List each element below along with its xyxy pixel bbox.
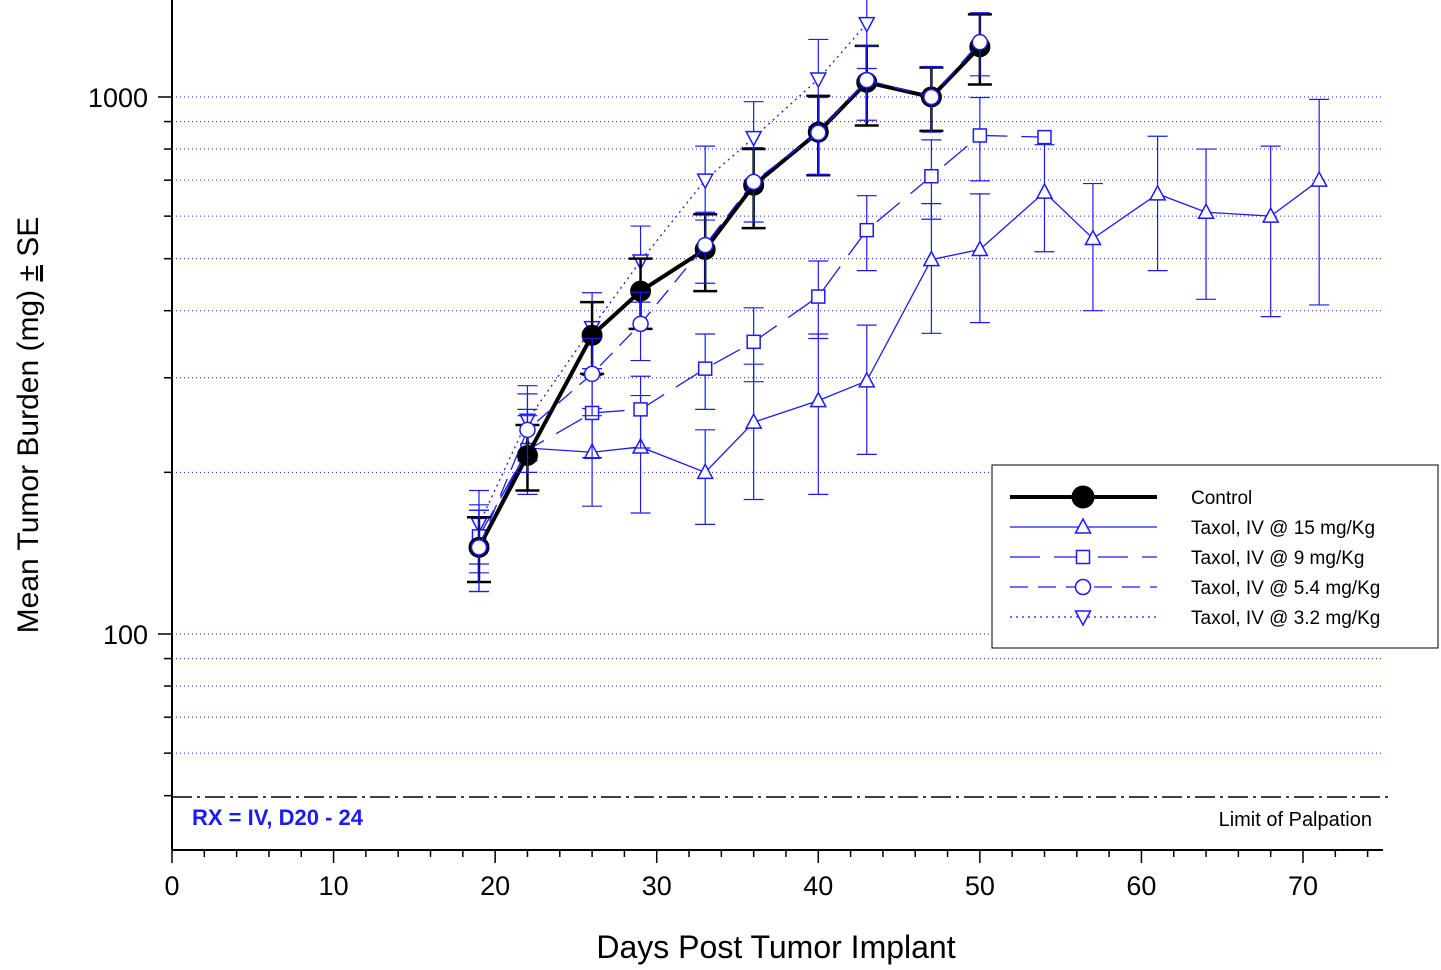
y-axis-label: Mean Tumor Burden (mg) ± SE: [12, 217, 45, 634]
square-point: [1075, 549, 1091, 565]
series-line: [478, 41, 981, 548]
circle-point: [583, 365, 601, 383]
series-line: [477, 45, 982, 549]
circle-point: [696, 236, 714, 254]
triangle-up-point: [1035, 182, 1054, 199]
x-tick-label: 60: [1126, 871, 1156, 901]
circle-point: [632, 315, 649, 333]
series-0: [466, 13, 992, 584]
square-point: [633, 402, 648, 417]
x-tick-label: 50: [965, 871, 995, 901]
x-tick-label: 40: [803, 871, 833, 901]
data-series: [466, 0, 1330, 593]
series-2: [468, 96, 1052, 574]
x-axis-label: Days Post Tumor Implant: [596, 929, 955, 965]
x-tick-label: 10: [319, 871, 349, 901]
legend-label: Taxol, IV @ 9 mg/Kg: [1191, 548, 1364, 569]
palpation-limit-label: Limit of Palpation: [1219, 809, 1372, 831]
triangle-up-point: [809, 391, 828, 408]
gridlines: [172, 96, 1383, 754]
legend-label: Taxol, IV @ 5.4 mg/Kg: [1191, 578, 1380, 599]
series-line: [478, 134, 1045, 537]
triangle-up-point: [1310, 170, 1328, 187]
circle-point: [1074, 578, 1092, 596]
circle-point: [470, 539, 488, 556]
series-4: [468, 0, 877, 565]
legend-label: Taxol, IV @ 3.2 mg/Kg: [1191, 608, 1380, 629]
circle-point: [519, 421, 536, 439]
circle-point: [810, 124, 827, 141]
x-tick-label: 30: [642, 871, 672, 901]
triangle-up-point: [1074, 517, 1092, 534]
square-point: [697, 361, 713, 376]
axes: 0 10 20 30 40 50 60 70 100 1000: [88, 0, 1383, 901]
series-line: [478, 23, 868, 525]
triangle-up-point: [1148, 184, 1167, 201]
triangle-down-point: [696, 173, 714, 190]
triangle-up-point: [922, 249, 941, 267]
y-tick-label: 1000: [88, 83, 148, 113]
square-point: [811, 289, 826, 304]
x-tick-label: 0: [164, 871, 179, 901]
circle-point: [745, 173, 762, 191]
triangle-up-point: [1197, 202, 1215, 220]
triangle-down-point: [744, 130, 763, 148]
legend: Control Taxol, IV @ 15 mg/Kg Taxol, IV @ 9…: [991, 464, 1439, 649]
series-3: [468, 12, 990, 593]
square-point: [924, 168, 939, 184]
square-point: [1037, 129, 1052, 145]
triangle-down-point: [809, 72, 828, 89]
triangle-up-point: [696, 462, 714, 480]
triangle-up-point: [1084, 228, 1102, 246]
triangle-down-point: [858, 16, 876, 34]
y-tick-label: 100: [103, 620, 148, 650]
legend-label: Control: [1191, 488, 1252, 509]
square-point: [972, 128, 988, 143]
triangle-up-point: [971, 239, 989, 257]
triangle-up-point: [1261, 206, 1280, 223]
legend-label: Taxol, IV @ 15 mg/Kg: [1191, 518, 1375, 539]
triangle-up-point: [744, 412, 763, 429]
circle-point: [971, 33, 989, 51]
square-point: [859, 222, 875, 238]
triangle-up-point: [858, 371, 876, 388]
treatment-annotation: RX = IV, D20 - 24: [192, 805, 364, 830]
x-tick-label: 20: [480, 871, 510, 901]
circle-point: [923, 88, 940, 106]
x-tick-label: 70: [1288, 871, 1318, 901]
circle-point: [858, 71, 876, 89]
control-point: [1071, 485, 1095, 509]
triangle-down-point: [1074, 610, 1092, 627]
square-point: [746, 334, 761, 350]
series-line: [478, 179, 1320, 548]
